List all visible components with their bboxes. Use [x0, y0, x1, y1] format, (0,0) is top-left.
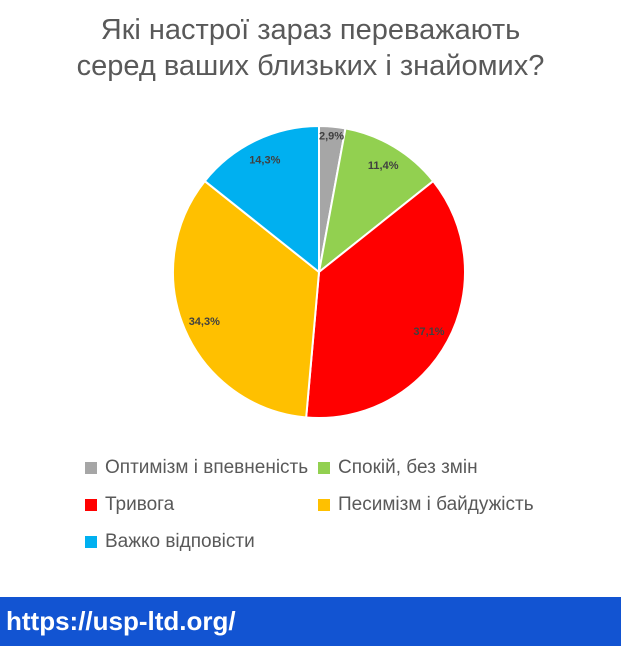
- chart-title-line-1: Які настрої зараз переважають: [100, 14, 521, 46]
- legend-label-anxiety: Тривога: [105, 494, 175, 515]
- legend-label-optimism: Оптимізм і впевненість: [105, 457, 309, 478]
- footer-bar: https://usp-ltd.org/: [0, 597, 621, 646]
- legend-swatch-pessimism-icon: [318, 499, 330, 511]
- pie-slice-2: [305, 180, 466, 419]
- legend-item-optimism: Оптимізм і впевненість: [85, 456, 318, 480]
- pie-slice-label-1: 11,4%: [368, 160, 399, 172]
- legend-item-pessimism: Песимізм і байдужість: [318, 493, 534, 517]
- legend-swatch-calm-icon: [318, 462, 330, 474]
- chart-title: Які настрої зараз переважають серед ваши…: [0, 12, 621, 84]
- pie-slice-4: [203, 125, 320, 273]
- legend-label-hard-to-answer: Важко відповісти: [105, 531, 255, 552]
- legend-swatch-anxiety-icon: [85, 499, 97, 511]
- legend-label-calm: Спокій, без змін: [338, 457, 478, 478]
- legend-item-hard-to-answer: Важко відповісти: [85, 530, 318, 554]
- legend-item-anxiety: Тривога: [85, 493, 318, 517]
- footer-url: https://usp-ltd.org/: [6, 606, 236, 636]
- chart-title-line-2: серед ваших близьких і знайомих?: [76, 50, 545, 82]
- pie-chart: 2,9% 11,4% 37,1% 34,3% 14,3%: [149, 102, 489, 442]
- chart-legend: Оптимізм і впевненість Спокій, без змін …: [85, 456, 534, 554]
- legend-item-calm: Спокій, без змін: [318, 456, 534, 480]
- legend-swatch-hard-to-answer-icon: [85, 536, 97, 548]
- pie-slice-label-3: 34,3%: [189, 316, 220, 328]
- pie-slice-label-0: 2,9%: [319, 130, 344, 142]
- pie-chart-svg: 2,9% 11,4% 37,1% 34,3% 14,3%: [171, 125, 466, 419]
- pie-slice-1: [318, 127, 435, 273]
- pie-slice-label-2: 37,1%: [413, 326, 444, 338]
- legend-label-pessimism: Песимізм і байдужість: [338, 494, 534, 515]
- pie-slice-3: [171, 180, 320, 419]
- pie-slice-label-4: 14,3%: [249, 155, 280, 167]
- legend-swatch-optimism-icon: [85, 462, 97, 474]
